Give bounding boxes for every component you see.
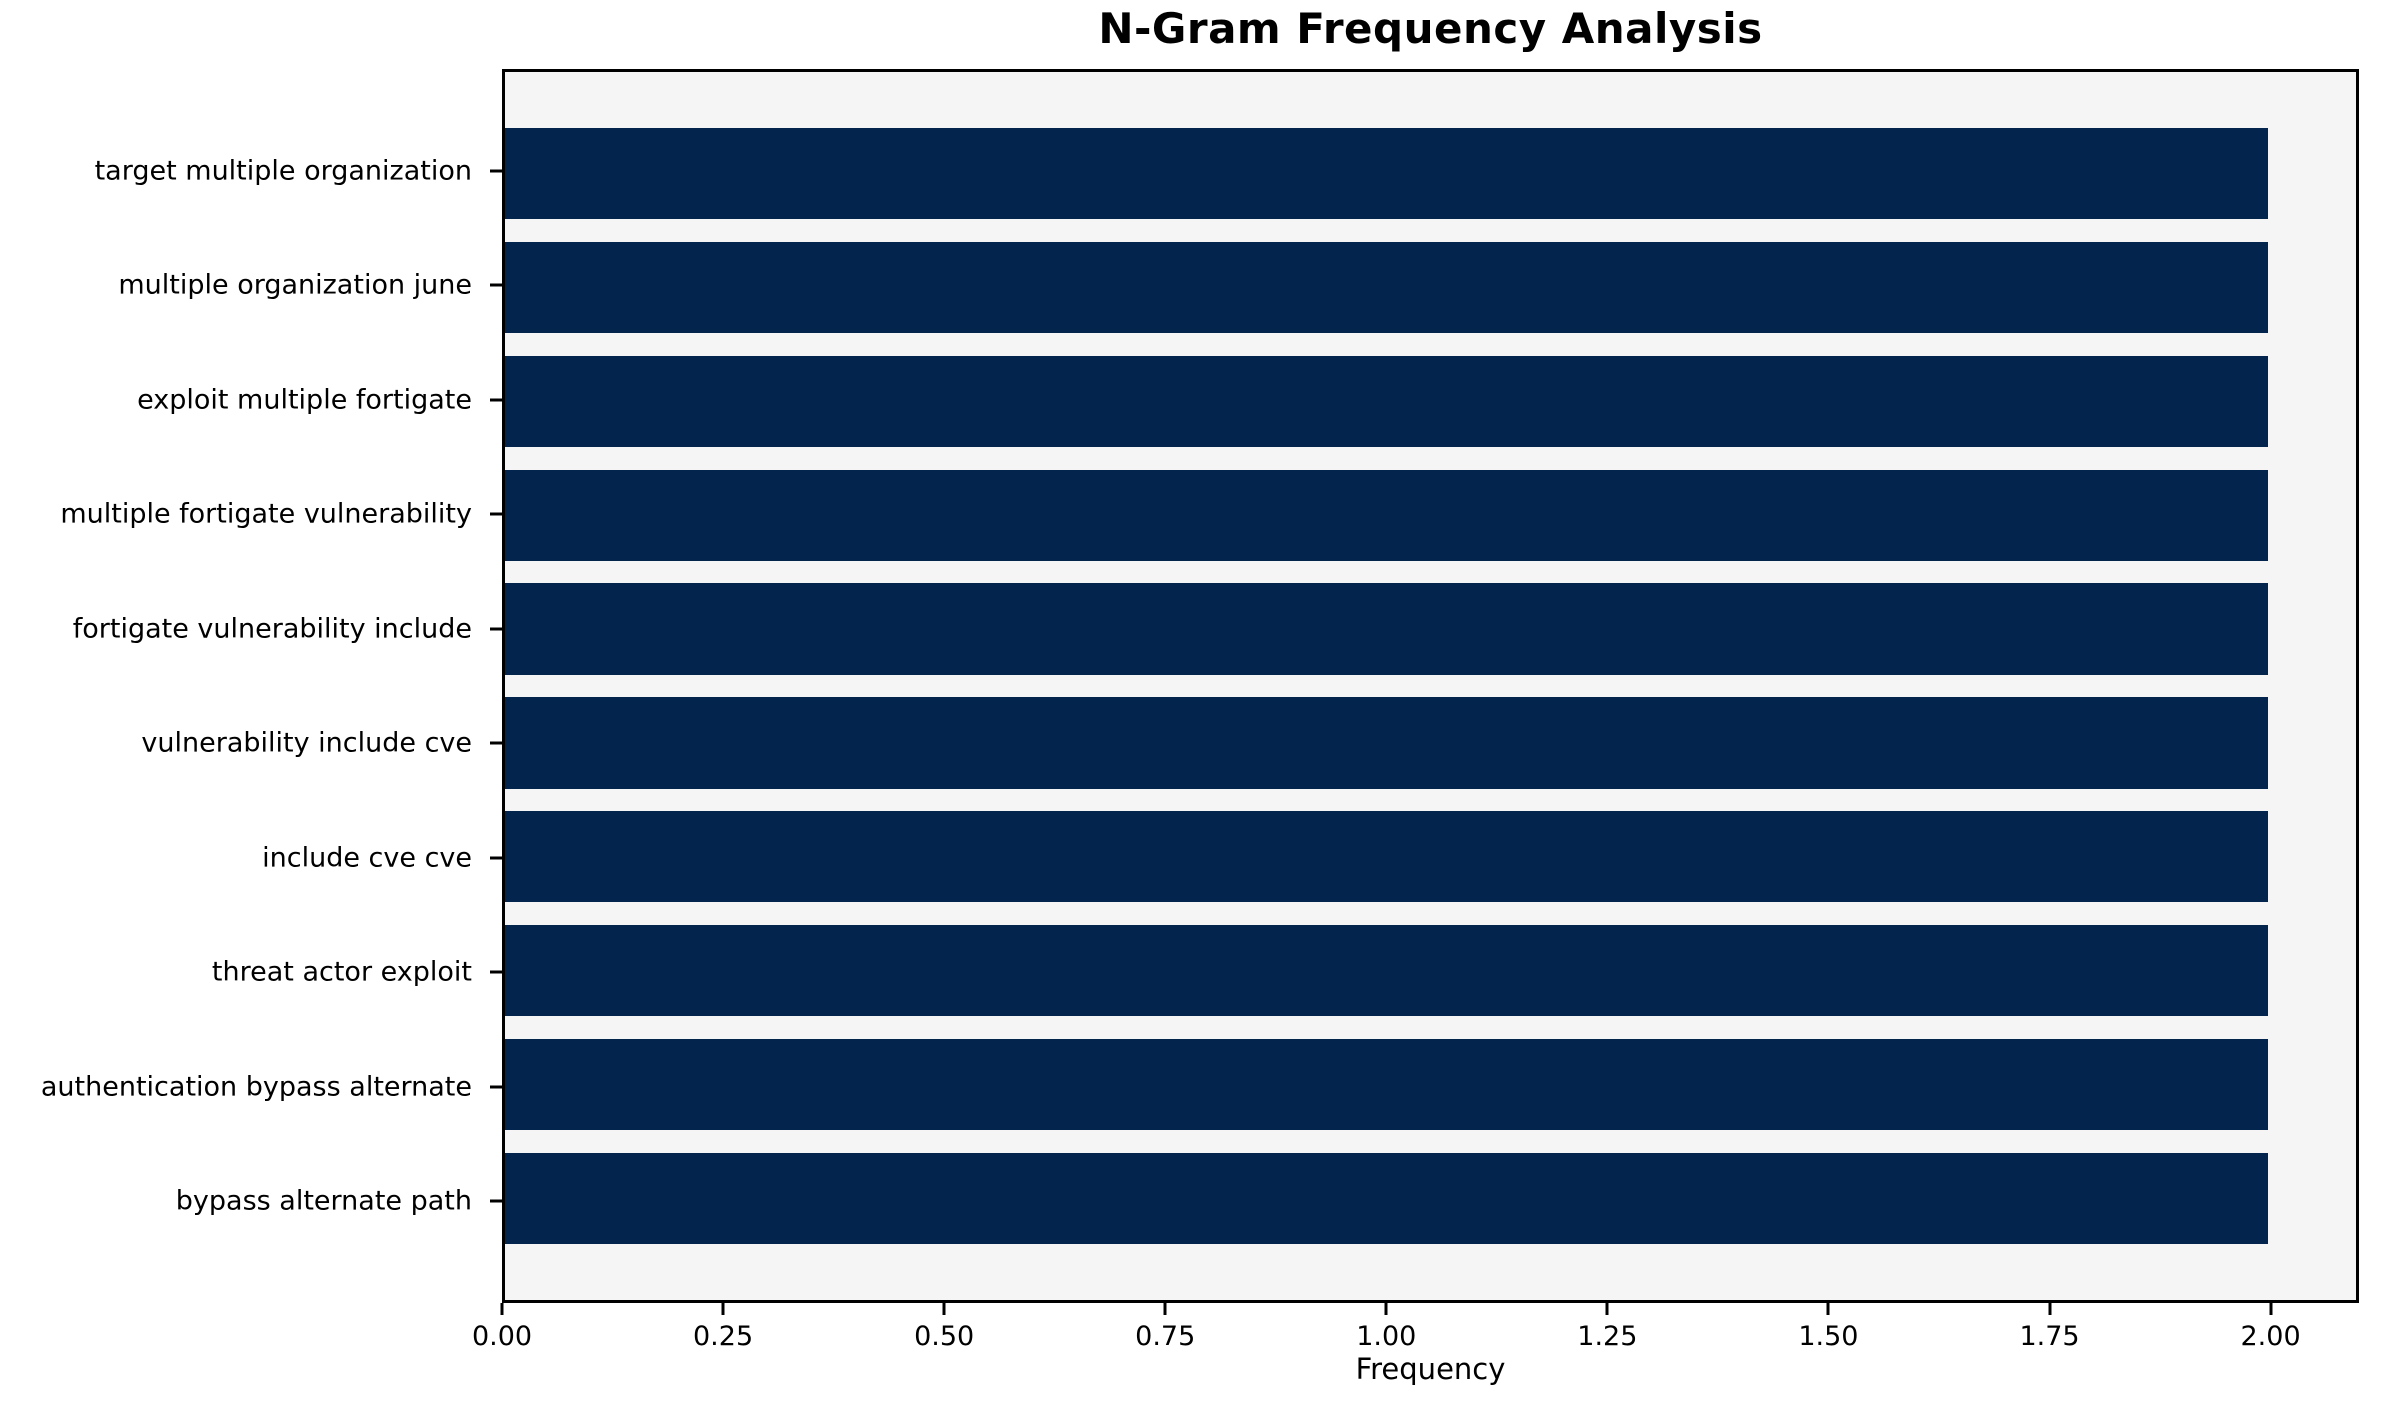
- y-tick-mark-4: [490, 627, 502, 631]
- y-tick-label-5: vulnerability include cve: [141, 727, 472, 759]
- y-tick-mark-5: [490, 741, 502, 745]
- x-tick-mark-8: [2269, 1303, 2273, 1315]
- bar-8: [505, 1039, 2268, 1131]
- y-tick-label-4: fortigate vulnerability include: [72, 613, 472, 645]
- y-tick-mark-1: [490, 283, 502, 287]
- x-tick-mark-0: [500, 1303, 504, 1315]
- y-tick-label-6: include cve cve: [262, 842, 472, 874]
- x-tick-mark-5: [1605, 1303, 1609, 1315]
- x-axis: 0.00 0.25 0.50 0.75 1.00 1.25 1.50 1.75 2.00: [472, 1303, 2359, 1363]
- y-tick-mark-7: [490, 970, 502, 974]
- y-tick-mark-2: [490, 398, 502, 402]
- y-tick-mark-3: [490, 512, 502, 516]
- y-tick-label-2: exploit multiple fortigate: [137, 384, 472, 416]
- bar-3: [505, 469, 2268, 561]
- y-tick-mark-9: [490, 1199, 502, 1203]
- y-tick-label-0: target multiple organization: [94, 155, 472, 187]
- y-tick-label-9: bypass alternate path: [175, 1185, 472, 1217]
- x-tick-label-2: 0.50: [914, 1321, 975, 1352]
- x-axis-label: Frequency: [1355, 1352, 1506, 1386]
- x-tick-mark-2: [942, 1303, 946, 1315]
- x-tick-mark-1: [721, 1303, 725, 1315]
- x-tick-label-4: 1.00: [1356, 1321, 1417, 1352]
- bar-0: [505, 127, 2268, 219]
- y-axis-labels: target multiple organization multiple org…: [0, 69, 488, 1303]
- y-tick-mark-6: [490, 856, 502, 860]
- bar-5: [505, 697, 2268, 789]
- x-tick-label-3: 0.75: [1135, 1321, 1196, 1352]
- bar-6: [505, 811, 2268, 903]
- chart-title: N-Gram Frequency Analysis: [1098, 4, 1763, 53]
- y-tick-mark-0: [490, 169, 502, 173]
- bar-1: [505, 241, 2268, 333]
- y-tick-mark-8: [490, 1085, 502, 1089]
- bar-4: [505, 583, 2268, 675]
- bar-7: [505, 925, 2268, 1017]
- x-tick-label-5: 1.25: [1577, 1321, 1638, 1352]
- y-tick-label-8: authentication bypass alternate: [40, 1071, 472, 1103]
- x-tick-label-1: 0.25: [693, 1321, 754, 1352]
- x-tick-mark-3: [1163, 1303, 1167, 1315]
- x-tick-label-6: 1.50: [1798, 1321, 1859, 1352]
- x-tick-label-0: 0.00: [471, 1321, 533, 1352]
- bar-9: [505, 1153, 2268, 1245]
- plot-area: [502, 69, 2359, 1303]
- x-tick-label-8: 2.00: [2240, 1321, 2301, 1352]
- y-tick-label-7: threat actor exploit: [211, 956, 472, 988]
- x-tick-mark-4: [1384, 1303, 1388, 1315]
- x-tick-mark-7: [2048, 1303, 2051, 1315]
- y-tick-label-3: multiple fortigate vulnerability: [60, 498, 472, 530]
- x-tick-mark-6: [1826, 1303, 1830, 1315]
- bar-2: [505, 355, 2268, 447]
- x-tick-label-7: 1.75: [2019, 1321, 2080, 1352]
- y-tick-label-1: multiple organization june: [118, 269, 472, 301]
